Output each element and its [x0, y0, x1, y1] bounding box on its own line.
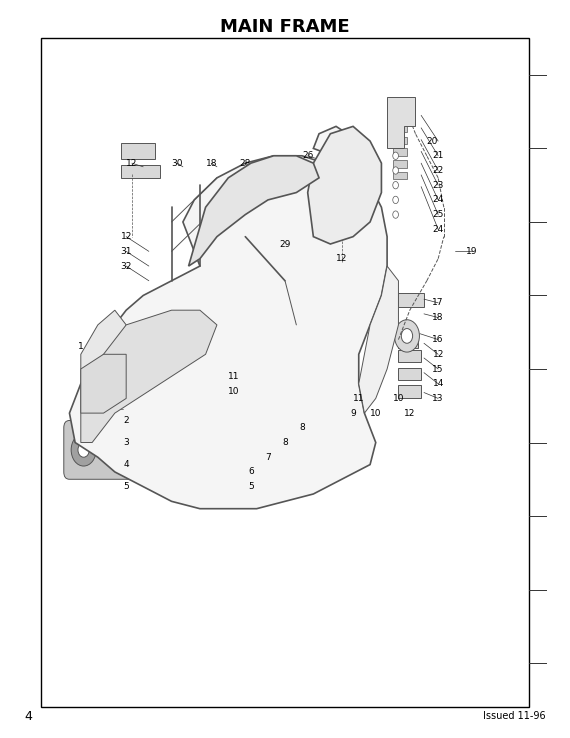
Text: 18: 18: [433, 313, 444, 322]
Bar: [295, 425, 319, 443]
Circle shape: [71, 434, 96, 466]
Text: 10: 10: [393, 394, 404, 403]
Text: 12: 12: [120, 232, 132, 241]
Text: 2: 2: [123, 416, 129, 425]
Bar: [393, 172, 407, 179]
Text: 24: 24: [433, 225, 444, 234]
Text: 18: 18: [206, 159, 217, 168]
Text: 26: 26: [302, 151, 314, 160]
Bar: [215, 449, 262, 486]
Text: 17: 17: [433, 298, 444, 307]
Text: 5: 5: [248, 482, 254, 491]
Text: 4: 4: [24, 709, 32, 723]
Circle shape: [393, 196, 398, 204]
Text: Issued 11-96: Issued 11-96: [483, 711, 546, 721]
Text: 24: 24: [433, 196, 444, 204]
Text: 7: 7: [265, 452, 271, 462]
Circle shape: [78, 443, 89, 458]
Circle shape: [278, 272, 292, 290]
Bar: [237, 443, 262, 465]
Text: 1: 1: [78, 342, 84, 351]
PathPatch shape: [359, 266, 398, 413]
Text: 8: 8: [299, 424, 305, 432]
PathPatch shape: [81, 310, 217, 443]
Text: 29: 29: [279, 240, 291, 249]
Text: 3: 3: [123, 438, 129, 447]
PathPatch shape: [70, 126, 387, 508]
Text: 16: 16: [433, 335, 444, 344]
Circle shape: [117, 443, 129, 458]
Text: 9: 9: [350, 409, 356, 418]
Text: 11: 11: [353, 394, 364, 403]
Text: 6: 6: [248, 467, 254, 477]
Text: 2: 2: [89, 387, 95, 396]
Text: 12: 12: [404, 409, 416, 418]
Text: 32: 32: [120, 261, 132, 271]
Text: MAIN FRAME: MAIN FRAME: [220, 18, 350, 36]
Circle shape: [401, 328, 413, 343]
Circle shape: [269, 426, 278, 438]
Bar: [120, 143, 154, 159]
PathPatch shape: [81, 310, 126, 399]
Text: 23: 23: [433, 181, 444, 190]
Text: 15: 15: [433, 365, 444, 373]
Text: 8: 8: [282, 438, 288, 447]
Bar: [109, 419, 170, 475]
Circle shape: [325, 163, 370, 222]
Text: 12: 12: [126, 159, 137, 168]
Text: 12: 12: [433, 350, 444, 359]
Text: 20: 20: [427, 137, 438, 145]
Text: 3: 3: [89, 401, 95, 410]
Bar: [393, 125, 407, 132]
Text: 11: 11: [228, 372, 240, 381]
Text: 25: 25: [433, 210, 444, 219]
Text: 13: 13: [433, 394, 444, 403]
Text: 31: 31: [120, 247, 132, 256]
Text: 30: 30: [172, 159, 183, 168]
Bar: [398, 385, 421, 399]
Bar: [393, 160, 407, 168]
Bar: [398, 350, 421, 362]
Circle shape: [251, 417, 262, 432]
Bar: [398, 293, 424, 306]
Bar: [268, 443, 292, 462]
Bar: [41, 38, 529, 707]
Text: 21: 21: [433, 151, 444, 160]
Bar: [393, 112, 407, 120]
Text: 12: 12: [336, 254, 347, 263]
Text: 28: 28: [239, 159, 251, 168]
PathPatch shape: [308, 126, 381, 244]
Circle shape: [393, 182, 398, 189]
PathPatch shape: [387, 97, 416, 148]
Circle shape: [111, 434, 136, 466]
PathPatch shape: [189, 156, 319, 266]
Circle shape: [336, 178, 359, 207]
Bar: [398, 338, 418, 348]
Circle shape: [393, 152, 398, 159]
Text: 22: 22: [433, 166, 444, 175]
Text: 27: 27: [268, 159, 279, 168]
Text: 19: 19: [466, 247, 478, 256]
Bar: [120, 165, 160, 178]
Bar: [393, 137, 407, 144]
Bar: [398, 368, 421, 380]
Circle shape: [393, 167, 398, 174]
Text: 14: 14: [433, 379, 444, 388]
Circle shape: [237, 226, 254, 248]
Text: 10: 10: [370, 409, 381, 418]
Text: 4: 4: [123, 460, 129, 469]
Bar: [393, 148, 407, 156]
PathPatch shape: [81, 354, 126, 413]
Circle shape: [393, 211, 398, 218]
Bar: [262, 450, 296, 479]
FancyBboxPatch shape: [64, 421, 149, 479]
Text: 5: 5: [123, 482, 129, 491]
Text: 10: 10: [228, 387, 240, 396]
Circle shape: [394, 320, 420, 352]
